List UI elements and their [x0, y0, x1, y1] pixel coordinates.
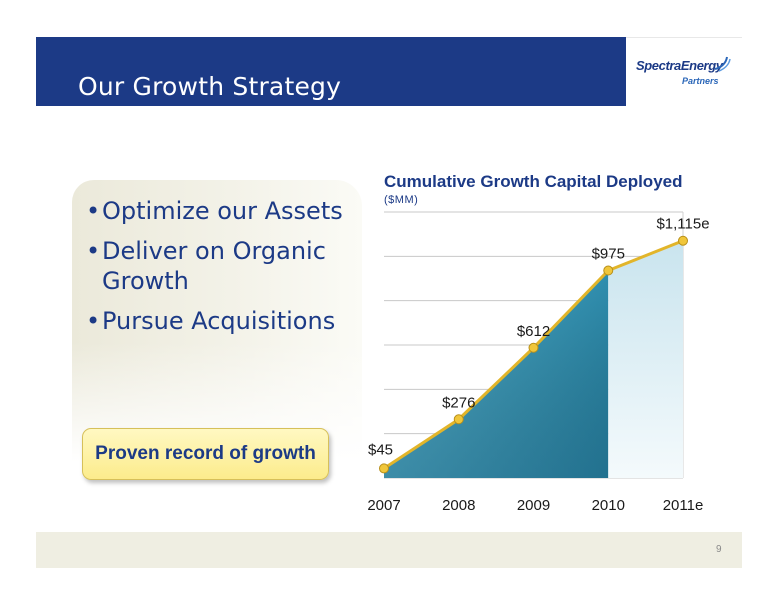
- chart-title: Cumulative Growth Capital Deployed: [384, 172, 683, 191]
- bullet-list: • Optimize our Assets • Deliver on Organ…: [86, 196, 352, 346]
- callout-box: Proven record of growth: [82, 428, 329, 480]
- bullet-dot-icon: •: [86, 237, 101, 265]
- footer-bar: [36, 532, 742, 568]
- slide-title: Our Growth Strategy: [78, 72, 342, 101]
- bullet-dot-icon: •: [86, 197, 101, 225]
- x-tick-label: 2010: [592, 497, 625, 514]
- x-tick-label: 2008: [442, 497, 475, 514]
- page-number: 9: [716, 544, 722, 555]
- logo-wordmark: SpectraEnergy: [636, 58, 723, 73]
- data-label: $1,115e: [656, 216, 709, 233]
- data-point: [453, 414, 464, 425]
- x-tick-label: 2007: [367, 497, 400, 514]
- logo-subtitle: Partners: [682, 76, 719, 86]
- header-bar: [36, 37, 626, 106]
- data-point: [528, 342, 539, 353]
- bullet-dot-icon: •: [86, 307, 101, 335]
- chart-points: [379, 235, 688, 474]
- area-actual-shade: [384, 270, 609, 478]
- bullet-item: • Pursue Acquisitions: [86, 306, 352, 336]
- area-estimated: [608, 240, 683, 478]
- chart-areas: [384, 240, 683, 478]
- bullet-text: Optimize our Assets: [102, 197, 343, 225]
- data-label: $612: [517, 323, 550, 340]
- chart-units: ($MM): [384, 194, 419, 206]
- bullet-text: Deliver on Organic Growth: [102, 237, 326, 295]
- logo: [626, 37, 742, 107]
- data-label: $975: [592, 246, 625, 263]
- bullet-text: Pursue Acquisitions: [102, 307, 336, 335]
- data-label: $276: [442, 394, 475, 411]
- data-point: [603, 265, 614, 276]
- callout-text: Proven record of growth: [95, 443, 316, 464]
- bullet-item: • Optimize our Assets: [86, 196, 352, 226]
- chart-x-ticks: 2007 2008 2009 2010 2011e: [367, 497, 703, 514]
- data-point: [379, 463, 389, 474]
- x-tick-label: 2009: [517, 497, 550, 514]
- chart-data-labels: $45 $276 $612 $975 $1,115e: [368, 216, 710, 459]
- bullet-item: • Deliver on Organic Growth: [86, 236, 352, 296]
- logo-swoosh-icon: [714, 56, 731, 72]
- data-point: [678, 235, 688, 246]
- x-tick-label: 2011e: [663, 497, 704, 514]
- data-label: $45: [368, 441, 393, 458]
